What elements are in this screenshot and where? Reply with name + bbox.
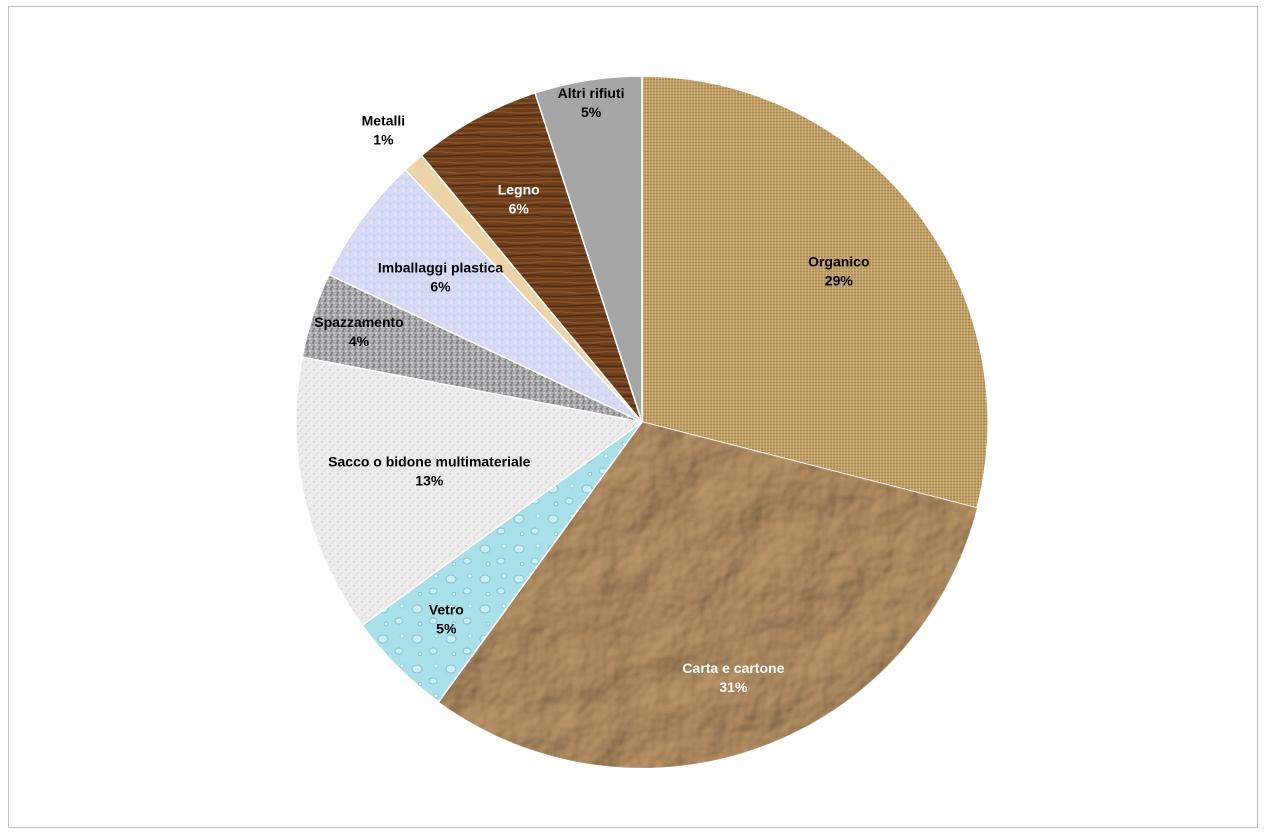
slice-label-spazzamento: Spazzamento (314, 314, 403, 330)
pie-slice-organico (641, 75, 989, 509)
slice-value-carta-e-cartone: 31% (719, 679, 748, 695)
slice-value-spazzamento: 4% (349, 333, 370, 349)
slice-label-vetro: Vetro (429, 602, 464, 618)
slice-value-altri-rifiuti: 5% (581, 104, 602, 120)
pie-slice-altri-rifiuti (534, 75, 643, 423)
slice-label-legno: Legno (498, 182, 540, 198)
pie-slice-legno (420, 91, 643, 423)
slice-label-imballaggi-plastica: Imballaggi plastica (378, 260, 503, 276)
slice-value-metalli: 1% (373, 132, 394, 148)
slice-label-metalli: Metalli (362, 113, 406, 129)
slice-label-carta-e-cartone: Carta e cartone (682, 660, 784, 676)
slice-value-imballaggi-plastica: 6% (430, 279, 451, 295)
slice-label-sacco-o-bidone-multimateriale: Sacco o bidone multimateriale (328, 454, 530, 470)
pie-slice-imballaggi-plastica (327, 168, 643, 423)
pie-slice-texture-carta-e-cartone (438, 422, 978, 768)
slice-value-vetro: 5% (436, 621, 457, 637)
slice-value-organico: 29% (825, 272, 854, 288)
slice-value-legno: 6% (509, 201, 530, 217)
slice-value-sacco-o-bidone-multimateriale: 13% (415, 473, 444, 489)
slice-label-organico: Organico (808, 253, 869, 269)
slice-label-altri-rifiuti: Altri rifiuti (558, 85, 625, 101)
pie-slice-sacco-o-bidone-multimateriale (295, 356, 644, 627)
